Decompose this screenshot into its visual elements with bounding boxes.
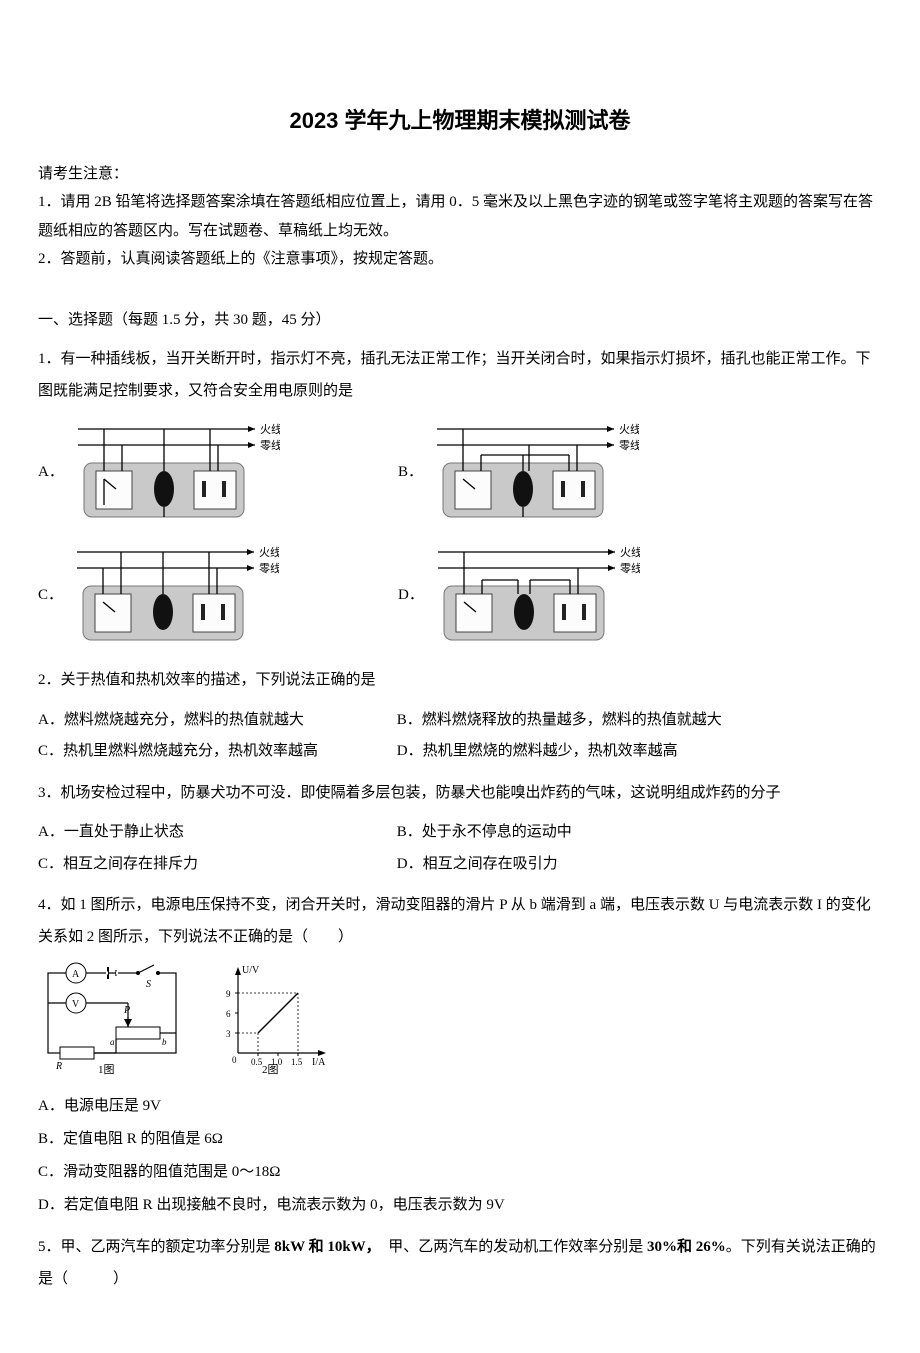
q1-opt-b: B． 火线 零线 — [398, 419, 758, 524]
svg-text:3: 3 — [226, 1029, 231, 1039]
svg-text:0: 0 — [232, 1055, 237, 1065]
live-label: 火线 — [260, 422, 280, 436]
q1-opt-b-label: B． — [398, 458, 423, 487]
q1-opt-d-label: D． — [398, 581, 424, 610]
svg-text:零线: 零线 — [619, 438, 639, 452]
svg-text:a: a — [110, 1037, 115, 1047]
q2-options: A．燃料燃烧越充分，燃料的热值就越大 B．燃料燃烧释放的热量越多，燃料的热值就越… — [38, 705, 882, 768]
q1-opt-c: C． 火线 零线 — [38, 542, 398, 647]
section-1-heading: 一、选择题（每题 1.5 分，共 30 题，45 分） — [38, 306, 882, 335]
q5-mid: 甲、乙两汽车的发动机工作效率分别是 — [373, 1239, 647, 1255]
q2-opt-c: C．热机里燃料燃烧越充分，热机效率越高 — [38, 736, 393, 768]
q4-opt-a: A．电源电压是 9V — [38, 1090, 882, 1123]
q3-opt-c: C．相互之间存在排斥力 — [38, 849, 393, 881]
q5-bold1: 8kW 和 10kW， — [274, 1239, 373, 1255]
svg-text:2图: 2图 — [262, 1063, 279, 1076]
q4-options: A．电源电压是 9V B．定值电阻 R 的阻值是 6Ω C．滑动变阻器的阻值范围… — [38, 1090, 882, 1222]
svg-text:1.5: 1.5 — [291, 1057, 303, 1067]
q3-options: A．一直处于静止状态 B．处于永不停息的运动中 C．相互之间存在排斥力 D．相互… — [38, 817, 882, 880]
svg-text:P: P — [123, 1005, 130, 1016]
q4-stem: 4．如 1 图所示，电源电压保持不变，闭合开关时，滑动变阻器的滑片 P 从 b … — [38, 890, 882, 953]
instruction-1: 1．请用 2B 铅笔将选择题答案涂填在答题纸相应位置上，请用 0．5 毫米及以上… — [38, 188, 882, 245]
svg-text:零线: 零线 — [259, 561, 279, 575]
page-title: 2023 学年九上物理期末模拟测试卷 — [38, 100, 882, 142]
q5-bold2: 30%和 26% — [647, 1239, 726, 1255]
instruction-2: 2．答题前，认真阅读答题纸上的《注意事项》，按规定答题。 — [38, 245, 882, 274]
svg-text:S: S — [146, 979, 151, 990]
q4-circuit-icon: A S V P a b R 1图 — [38, 961, 188, 1076]
svg-text:火线: 火线 — [620, 545, 640, 559]
power-strip-fig-b: 火线 零线 — [429, 419, 639, 524]
q3-opt-a: A．一直处于静止状态 — [38, 817, 393, 849]
q1-opt-a: A． 火线 零线 — [38, 419, 398, 524]
q1-opt-a-label: A． — [38, 458, 64, 487]
q3-opt-b: B．处于永不停息的运动中 — [397, 817, 797, 849]
svg-text:0.5: 0.5 — [251, 1057, 263, 1067]
svg-text:火线: 火线 — [259, 545, 279, 559]
q1-options-row2: C． 火线 零线 D． — [38, 542, 882, 647]
q4-figures: A S V P a b R 1图 — [38, 961, 882, 1076]
svg-text:9: 9 — [226, 989, 231, 999]
q3-opt-d: D．相互之间存在吸引力 — [397, 849, 797, 881]
q4-opt-c: C．滑动变阻器的阻值范围是 0～18Ω — [38, 1156, 882, 1189]
svg-text:6: 6 — [226, 1009, 231, 1019]
q1-stem: 1．有一种插线板，当开关断开时，指示灯不亮，插孔无法正常工作；当开关闭合时，如果… — [38, 344, 882, 407]
q3-stem: 3．机场安检过程中，防暴犬功不可没．即使隔着多层包装，防暴犬也能嗅出炸药的气味，… — [38, 778, 882, 810]
q1-options-row1: A． 火线 零线 — [38, 419, 882, 524]
svg-text:R: R — [55, 1061, 62, 1072]
svg-text:1图: 1图 — [98, 1063, 115, 1076]
svg-text:b: b — [162, 1037, 167, 1047]
power-strip-fig-d: 火线 零线 — [430, 542, 640, 647]
q4-graph-icon: U/V I/A 3 6 9 0.5 1.0 1.5 0 2图 — [214, 961, 334, 1076]
q2-opt-d: D．热机里燃烧的燃料越少，热机效率越高 — [397, 736, 797, 768]
q4-opt-b: B．定值电阻 R 的阻值是 6Ω — [38, 1123, 882, 1156]
q4-opt-d: D．若定值电阻 R 出现接触不良时，电流表示数为 0，电压表示数为 9V — [38, 1189, 882, 1222]
q2-stem: 2．关于热值和热机效率的描述，下列说法正确的是 — [38, 665, 882, 697]
neutral-label: 零线 — [260, 438, 280, 452]
q5-pre: 5．甲、乙两汽车的额定功率分别是 — [38, 1239, 274, 1255]
instruction-lead: 请考生注意： — [38, 160, 882, 189]
power-strip-fig-c: 火线 零线 — [69, 542, 279, 647]
q2-opt-a: A．燃料燃烧越充分，燃料的热值就越大 — [38, 705, 393, 737]
svg-text:I/A: I/A — [312, 1057, 326, 1068]
q5-stem: 5．甲、乙两汽车的额定功率分别是 8kW 和 10kW， 甲、乙两汽车的发动机工… — [38, 1232, 882, 1295]
q1-opt-c-label: C． — [38, 581, 63, 610]
q1-opt-d: D． 火线 零线 — [398, 542, 758, 647]
q2-opt-b: B．燃料燃烧释放的热量越多，燃料的热值就越大 — [397, 705, 797, 737]
svg-text:零线: 零线 — [620, 561, 640, 575]
svg-text:火线: 火线 — [619, 422, 639, 436]
power-strip-fig-a: 火线 零线 — [70, 419, 280, 524]
svg-text:U/V: U/V — [242, 965, 260, 976]
svg-text:A: A — [72, 969, 80, 980]
svg-text:V: V — [72, 999, 80, 1010]
